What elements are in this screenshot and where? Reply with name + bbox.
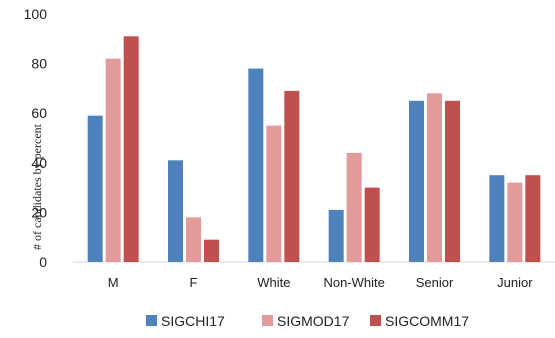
y-tick-label: 100 xyxy=(24,6,48,22)
legend-label: SIGMOD17 xyxy=(277,313,350,329)
bar-sigchi17-senior xyxy=(409,100,424,262)
bar-sigmod17-non-white xyxy=(346,152,362,262)
x-category-label: Senior xyxy=(416,275,454,290)
y-tick-label: 80 xyxy=(31,56,47,72)
bar-sigcomm17-white xyxy=(284,90,300,262)
bar-sigchi17-junior xyxy=(489,175,505,262)
bar-sigmod17-white xyxy=(266,125,282,262)
bar-sigcomm17-senior xyxy=(445,100,460,262)
bar-sigcomm17-junior xyxy=(525,175,541,262)
bar-sigmod17-m xyxy=(105,58,121,262)
y-tick-label: 40 xyxy=(31,155,47,171)
x-category-label: Non-White xyxy=(323,275,384,290)
bar-sigmod17-f xyxy=(186,217,201,262)
bar-sigchi17-white xyxy=(248,68,264,262)
x-category-label: White xyxy=(257,275,290,290)
bar-sigcomm17-m xyxy=(123,36,139,262)
bars-group xyxy=(87,36,541,263)
x-axis-categories: M F White Non-White Senior Junior xyxy=(108,275,533,290)
y-tick-label: 20 xyxy=(31,204,47,220)
y-tick-label: 0 xyxy=(39,254,47,270)
x-category-label: M xyxy=(108,275,119,290)
bar-sigchi17-f xyxy=(168,160,183,262)
legend-label: SIGCOMM17 xyxy=(385,313,469,329)
bar-sigmod17-junior xyxy=(507,182,523,262)
legend-swatch xyxy=(262,315,273,326)
legend-label: SIGCHI17 xyxy=(161,313,225,329)
legend: SIGCHI17 SIGMOD17 SIGCOMM17 xyxy=(146,313,469,329)
y-axis-label: # of candidates by percent xyxy=(30,123,44,250)
legend-swatch xyxy=(370,315,381,326)
bar-sigcomm17-non-white xyxy=(364,187,380,262)
y-axis-ticks: 0 20 40 60 80 100 xyxy=(24,6,48,270)
x-category-label: F xyxy=(190,275,198,290)
bar-sigchi17-m xyxy=(87,115,103,263)
y-tick-label: 60 xyxy=(31,105,47,121)
x-category-label: Junior xyxy=(497,275,533,290)
legend-swatch xyxy=(146,315,157,326)
bar-sigcomm17-f xyxy=(204,239,219,262)
bar-sigchi17-non-white xyxy=(328,209,344,262)
bar-sigmod17-senior xyxy=(427,93,442,262)
